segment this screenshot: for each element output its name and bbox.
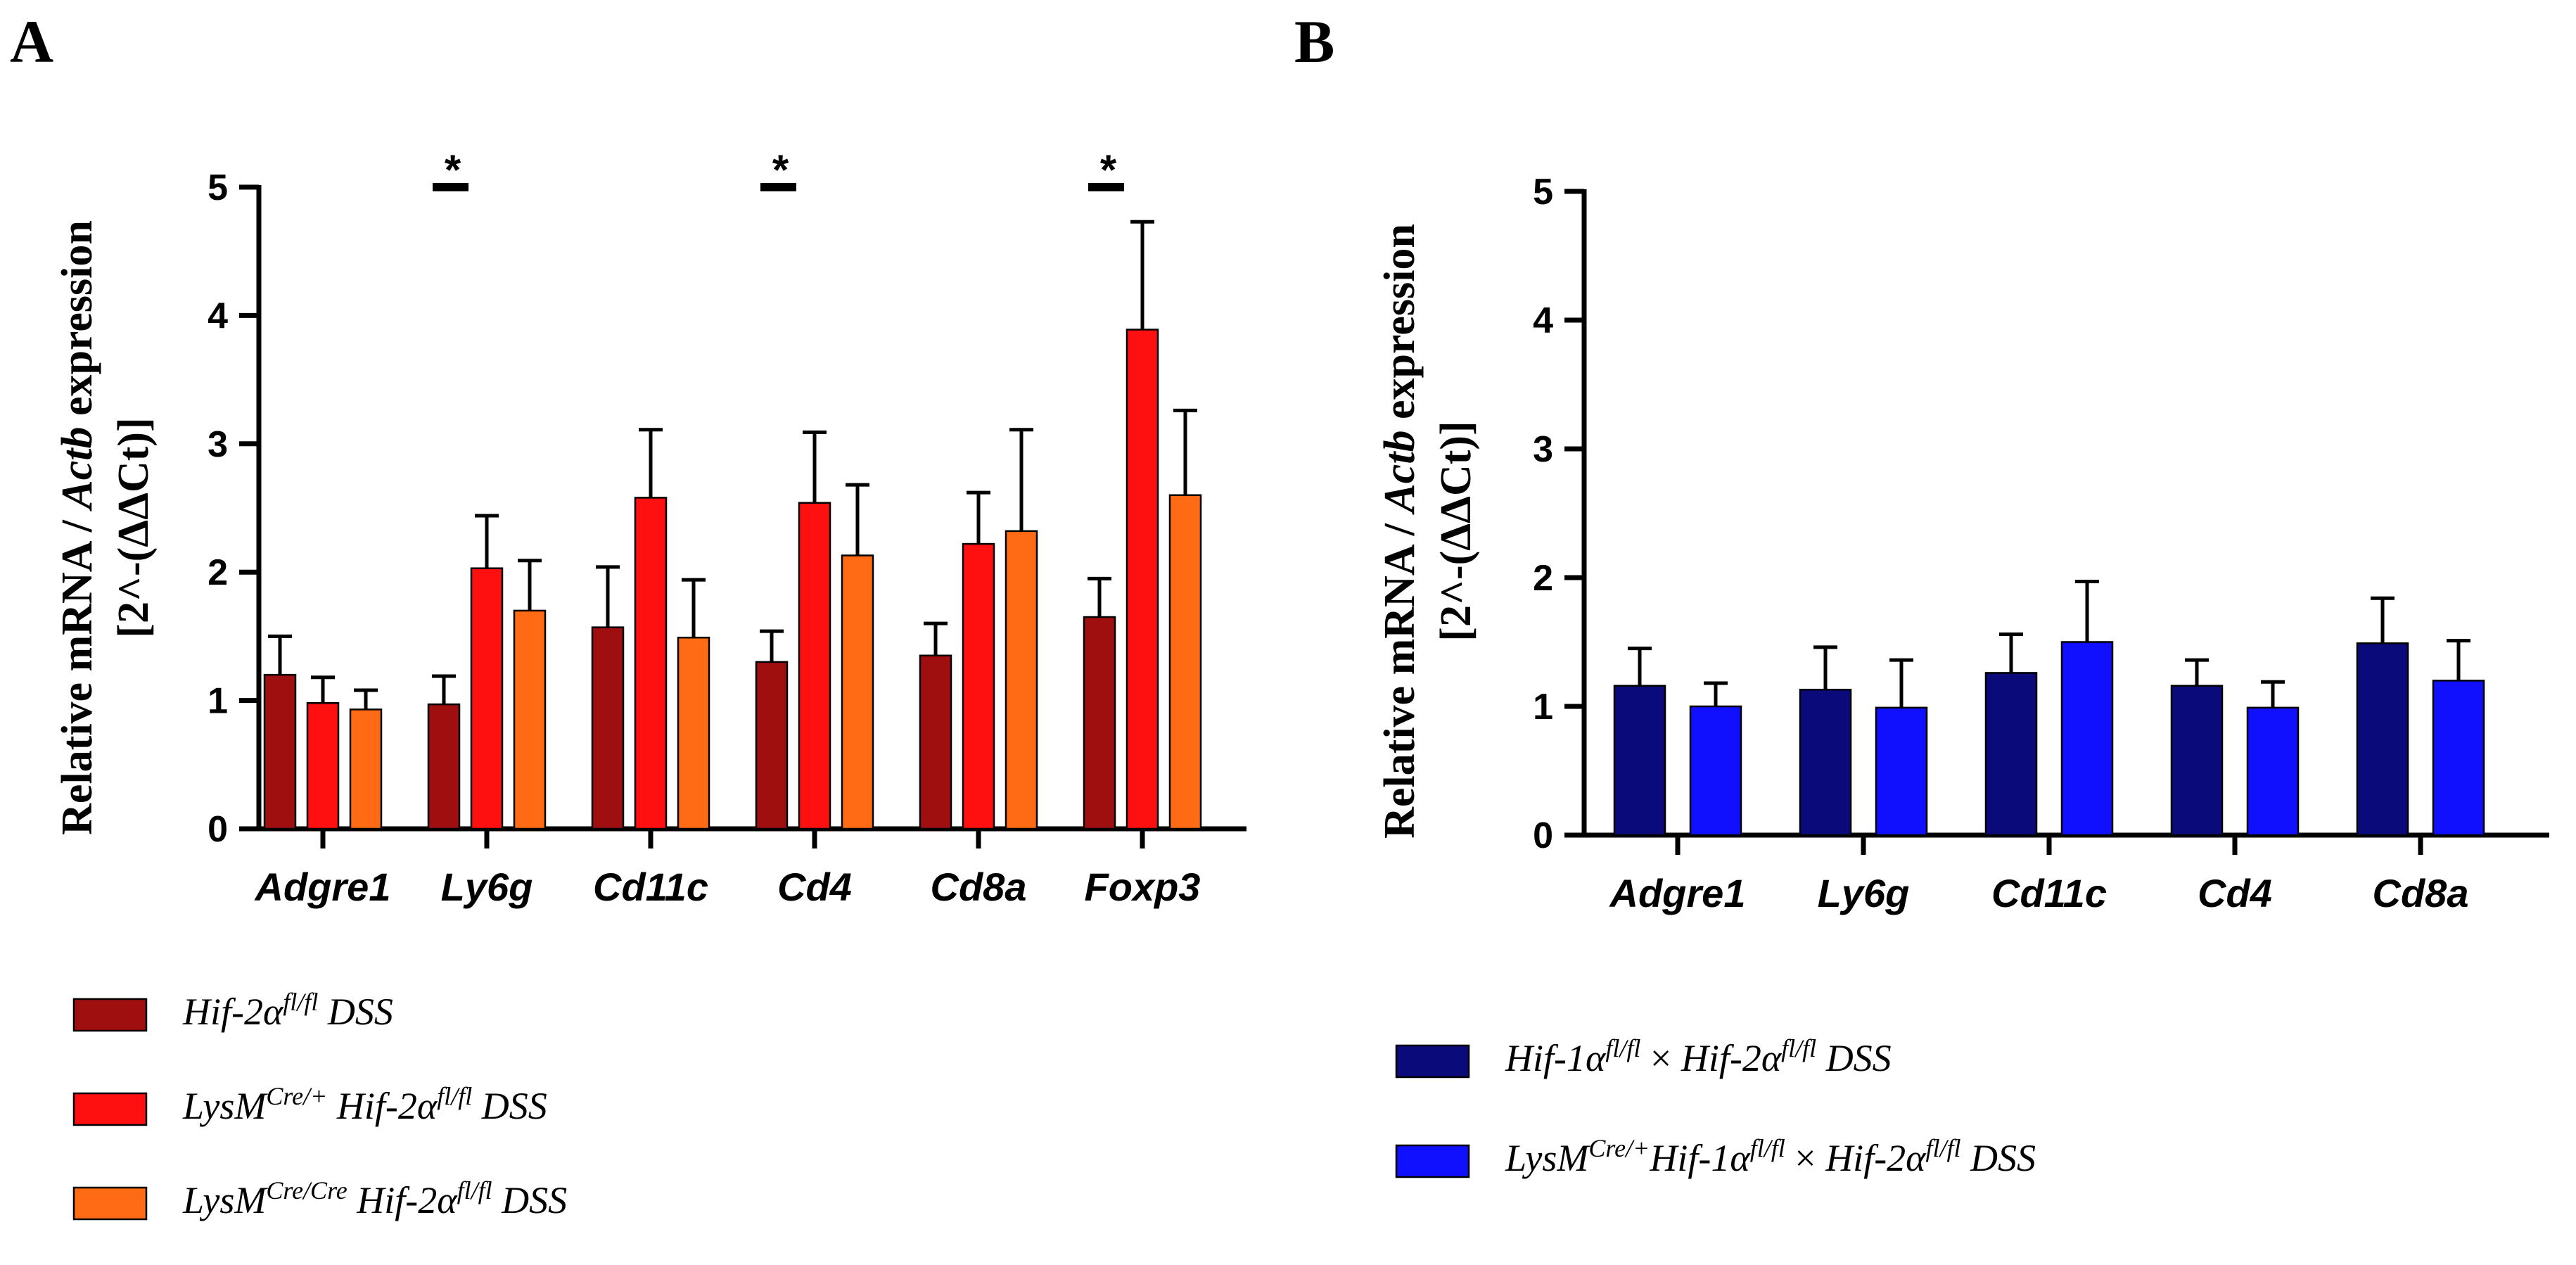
category-label: Foxp3 [1085, 865, 1201, 909]
bar [263, 673, 297, 830]
y-tick-label: 2 [1533, 558, 1553, 599]
legend-label: LysMCre/Cre Hif-2αfl/fl DSS [182, 1176, 567, 1221]
y-tick-label: 1 [208, 681, 228, 722]
y-tick-label: 4 [1533, 300, 1553, 341]
legend-swatch [72, 1092, 148, 1126]
bar [1613, 685, 1666, 837]
y-tick-label: 3 [208, 424, 228, 465]
bar [513, 609, 547, 830]
legend-swatch [1395, 1144, 1470, 1178]
y-tick-label: 4 [208, 295, 228, 336]
category-label: Cd4 [777, 865, 852, 909]
bar [2170, 685, 2224, 837]
y-axis-label-b-line1: Relative mRNA / Actb expression [1376, 224, 1424, 839]
legend-b: Hif-1αfl/fl × Hif-2αfl/fl DSS LysMCre/+Hi… [1395, 1034, 2036, 1179]
y-tick-label: 5 [1533, 172, 1553, 212]
bar [1875, 706, 1928, 837]
bar [677, 636, 710, 830]
bar [841, 554, 874, 830]
legend-swatch [72, 1186, 148, 1221]
bar [2060, 641, 2114, 837]
bar [634, 497, 668, 830]
panel-letter-a: A [10, 8, 53, 75]
bar [349, 708, 383, 830]
significance-label: * [772, 146, 789, 193]
y-axis-label-b-line2: [2^-(ΔΔCt)] [1432, 421, 1480, 641]
category-label: Adgre1 [1609, 871, 1746, 915]
category-label: Cd11c [1991, 871, 2107, 915]
bar [1126, 329, 1159, 830]
panel-letter-b: B [1294, 8, 1334, 75]
bar [1083, 616, 1116, 830]
y-axis-label-a-line2: [2^-(ΔΔCt)] [110, 417, 158, 637]
y-tick-label: 3 [1533, 429, 1553, 470]
bar [755, 661, 789, 830]
bar [798, 502, 831, 830]
significance-label: * [1100, 146, 1117, 193]
category-label: Ly6g [441, 865, 533, 909]
legend-label: LysMCre/+ Hif-2αfl/fl DSS [182, 1082, 547, 1127]
legend-label: LysMCre/+Hif-1αfl/fl × Hif-2αfl/fl DSS [1505, 1134, 2036, 1179]
y-tick-label: 2 [208, 552, 228, 593]
bar [962, 542, 995, 830]
bar [1168, 494, 1202, 830]
bar [1984, 672, 2038, 837]
bar [591, 626, 625, 830]
legend-label: Hif-2αfl/fl DSS [182, 988, 393, 1033]
legend-a: Hif-2αfl/fl DSS LysMCre/+ Hif-2αfl/fl DSS… [72, 988, 567, 1221]
category-label: Cd4 [2198, 871, 2272, 915]
legend-swatch [72, 998, 148, 1032]
bar [919, 654, 952, 830]
plot-area-a: 0 1 2 3 4 5 Adgre1 Ly6g Cd11c Cd4 Cd8a Foxp3 * * * [208, 146, 1246, 909]
legend-swatch [1395, 1044, 1470, 1079]
bar [1689, 705, 1742, 837]
category-label: Cd8a [2373, 871, 2469, 915]
y-tick-label: 5 [208, 167, 228, 208]
bar [1799, 688, 1852, 837]
bar [2432, 680, 2485, 837]
bar [427, 703, 461, 830]
category-label: Cd11c [593, 865, 708, 909]
bar [2356, 642, 2409, 837]
significance-label: * [445, 146, 461, 193]
y-tick-label: 1 [1533, 687, 1553, 727]
category-label: Cd8a [931, 865, 1027, 909]
y-axis-label-a-line1: Relative mRNA / Actb expression [53, 220, 101, 835]
y-tick-label: 0 [1533, 815, 1553, 856]
bar [2246, 706, 2300, 837]
legend-label: Hif-1αfl/fl × Hif-2αfl/fl DSS [1505, 1034, 1892, 1079]
bar [1005, 530, 1038, 830]
bar [306, 701, 340, 830]
plot-area-b: 0 1 2 3 4 5 Adgre1 Ly6g Cd11c Cd4 Cd8a [1533, 172, 2549, 915]
bar [470, 567, 504, 830]
y-tick-label: 0 [208, 809, 228, 850]
category-label: Adgre1 [254, 865, 391, 909]
category-label: Ly6g [1818, 871, 1910, 915]
